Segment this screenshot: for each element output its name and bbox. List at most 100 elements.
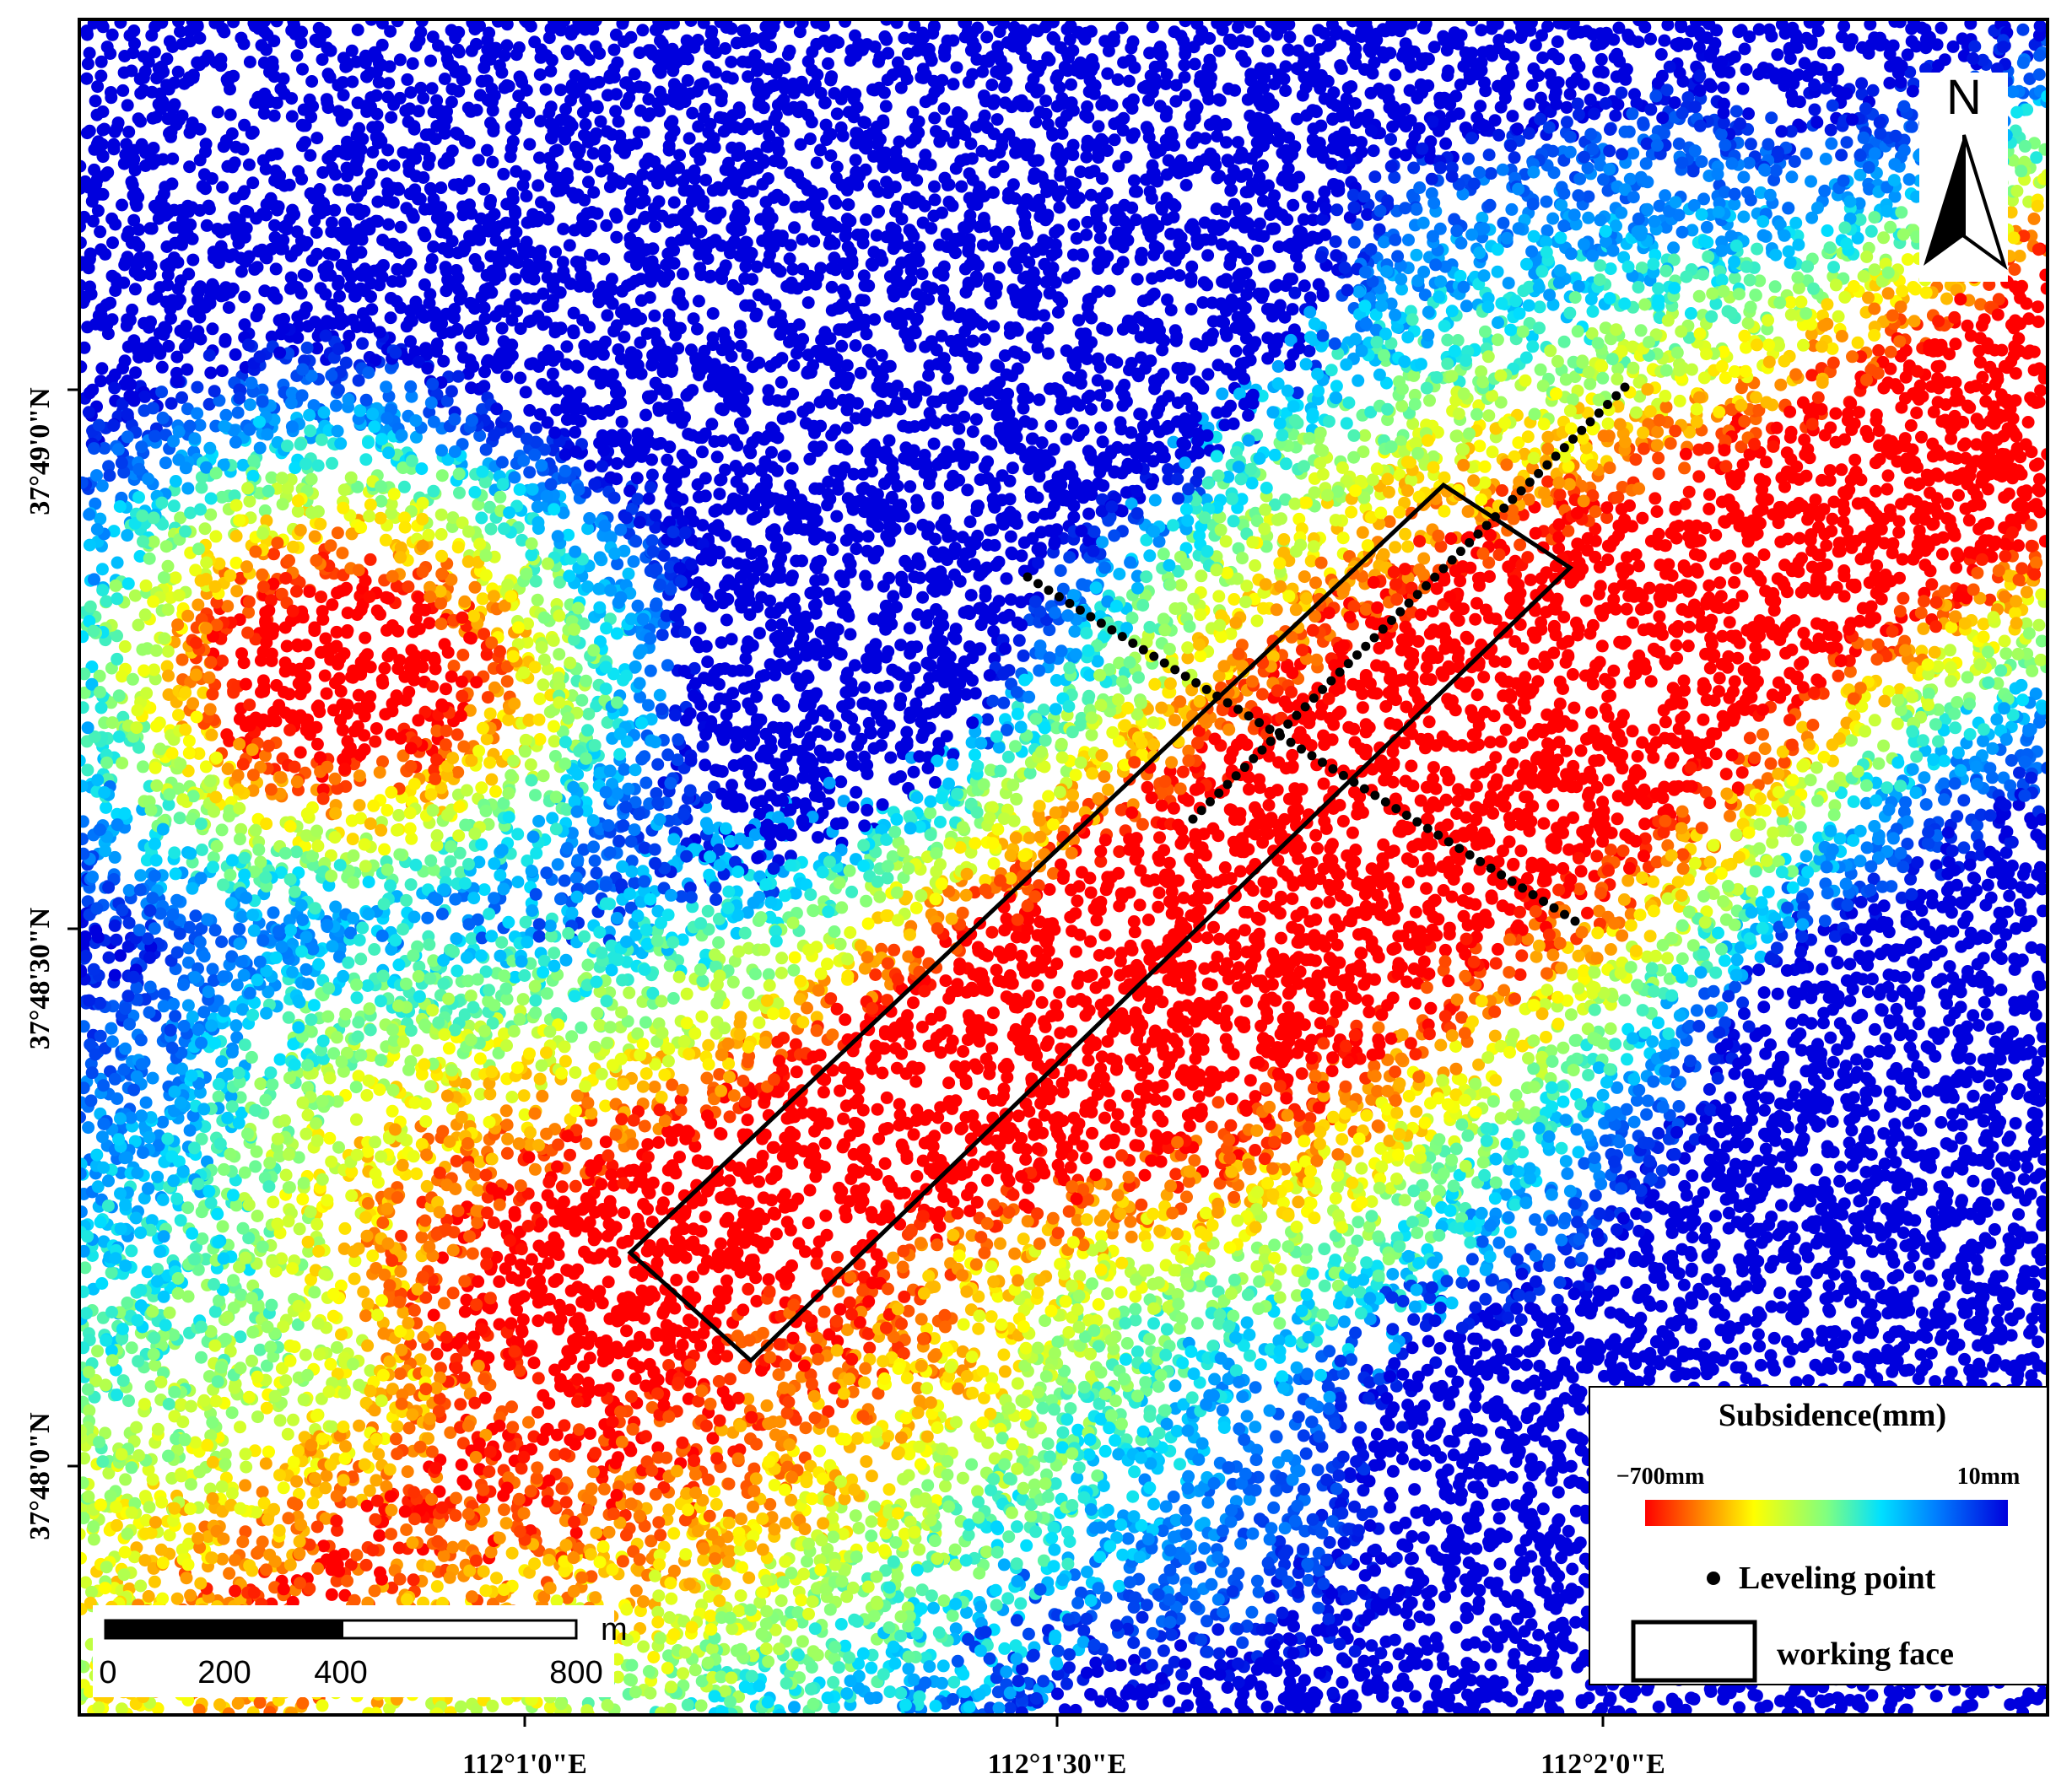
subsidence-point — [1609, 1038, 1621, 1050]
subsidence-point — [436, 469, 449, 482]
subsidence-point — [1810, 673, 1823, 686]
subsidence-point — [1483, 148, 1496, 161]
subsidence-point — [1147, 20, 1159, 33]
subsidence-point — [1929, 1375, 1941, 1388]
subsidence-point — [1958, 1353, 1971, 1366]
subsidence-point — [702, 905, 715, 918]
subsidence-point — [291, 49, 304, 62]
subsidence-point — [1737, 171, 1750, 184]
subsidence-point — [1797, 627, 1810, 639]
subsidence-point — [1702, 580, 1715, 592]
subsidence-point — [1935, 22, 1948, 35]
subsidence-point — [1751, 243, 1763, 256]
subsidence-point — [443, 1042, 456, 1054]
subsidence-point — [940, 974, 952, 987]
subsidence-point — [1286, 892, 1298, 905]
subsidence-point — [500, 370, 513, 383]
subsidence-point — [1001, 1592, 1014, 1604]
subsidence-point — [934, 816, 947, 828]
subsidence-point — [1673, 1100, 1686, 1113]
subsidence-point — [1492, 943, 1504, 956]
subsidence-point — [1102, 784, 1114, 796]
subsidence-point — [1755, 1359, 1767, 1372]
subsidence-point — [294, 747, 307, 759]
subsidence-point — [979, 333, 991, 346]
subsidence-point — [1713, 1264, 1726, 1276]
subsidence-point — [1410, 1105, 1422, 1118]
subsidence-point — [723, 1478, 736, 1491]
subsidence-point — [513, 41, 526, 54]
subsidence-point — [1403, 1619, 1416, 1631]
subsidence-point — [1191, 1317, 1204, 1329]
subsidence-point — [1869, 714, 1881, 726]
subsidence-point — [702, 1039, 715, 1052]
subsidence-point — [1177, 766, 1190, 779]
subsidence-point — [1169, 1167, 1182, 1180]
subsidence-point — [850, 154, 862, 166]
subsidence-point — [453, 487, 466, 499]
subsidence-point — [972, 1323, 985, 1335]
subsidence-point — [881, 1092, 893, 1104]
subsidence-point — [1251, 245, 1264, 257]
subsidence-point — [1139, 1647, 1152, 1659]
subsidence-point — [398, 481, 411, 493]
subsidence-point — [837, 1113, 850, 1125]
subsidence-point — [511, 828, 524, 840]
subsidence-point — [1567, 968, 1579, 981]
subsidence-point — [1309, 829, 1322, 842]
subsidence-point — [802, 1216, 815, 1229]
subsidence-point — [1768, 1332, 1781, 1345]
subsidence-point — [119, 640, 132, 653]
subsidence-point — [955, 181, 968, 193]
subsidence-point — [811, 1257, 823, 1270]
subsidence-point — [485, 774, 498, 786]
subsidence-point — [1408, 1483, 1421, 1496]
subsidence-point — [981, 1174, 994, 1187]
subsidence-point — [1174, 1458, 1186, 1470]
subsidence-point — [529, 995, 542, 1007]
subsidence-point — [1105, 353, 1118, 366]
subsidence-point — [234, 833, 246, 845]
subsidence-point — [842, 198, 855, 211]
subsidence-point — [2022, 1034, 2035, 1047]
subsidence-point — [1718, 82, 1730, 94]
subsidence-point — [1648, 215, 1661, 228]
subsidence-point — [1785, 1017, 1798, 1030]
subsidence-point — [529, 1163, 542, 1176]
subsidence-point — [1101, 1287, 1114, 1300]
subsidence-point — [1194, 1561, 1206, 1573]
subsidence-point — [448, 660, 461, 672]
subsidence-point — [1918, 771, 1930, 784]
subsidence-point — [1005, 531, 1017, 543]
subsidence-point — [411, 1044, 424, 1057]
subsidence-point — [928, 112, 941, 125]
subsidence-point — [282, 1428, 294, 1441]
subsidence-point — [1806, 719, 1819, 731]
subsidence-point — [902, 1305, 915, 1318]
subsidence-point — [426, 82, 439, 94]
subsidence-point — [1838, 1361, 1851, 1374]
subsidence-point — [1086, 969, 1098, 982]
subsidence-point — [498, 1503, 510, 1516]
subsidence-point — [1618, 893, 1631, 906]
subsidence-point — [1251, 1575, 1264, 1588]
subsidence-point — [652, 1136, 665, 1149]
subsidence-point — [1054, 1027, 1066, 1039]
subsidence-point — [1829, 407, 1842, 420]
subsidence-point — [1566, 720, 1578, 732]
subsidence-point — [1303, 35, 1316, 47]
subsidence-point — [1855, 896, 1868, 908]
subsidence-point — [520, 385, 532, 398]
subsidence-point — [1433, 1342, 1446, 1355]
subsidence-point — [2022, 416, 2035, 429]
subsidence-point — [172, 66, 185, 78]
subsidence-point — [1825, 124, 1837, 137]
subsidence-point — [1862, 985, 1875, 998]
subsidence-point — [1758, 548, 1771, 561]
subsidence-point — [667, 1527, 680, 1539]
subsidence-point — [904, 480, 916, 493]
subsidence-point — [451, 1155, 463, 1167]
subsidence-point — [530, 422, 542, 434]
subsidence-point — [1360, 1552, 1373, 1565]
